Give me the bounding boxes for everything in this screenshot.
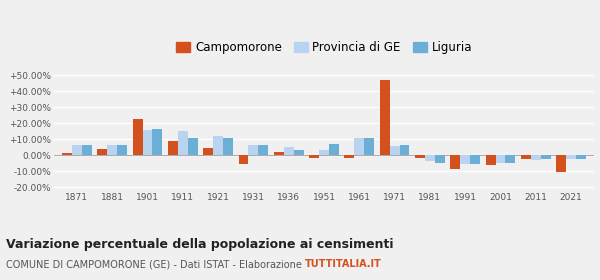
Bar xyxy=(496,155,505,163)
Bar xyxy=(168,141,178,155)
Bar xyxy=(364,137,374,155)
Bar xyxy=(239,155,248,164)
Bar xyxy=(556,155,566,172)
Bar xyxy=(451,155,460,169)
Bar xyxy=(460,155,470,164)
Bar xyxy=(213,136,223,155)
Bar xyxy=(380,80,389,155)
Bar xyxy=(470,155,480,164)
Bar xyxy=(485,155,496,165)
Bar xyxy=(415,155,425,158)
Bar xyxy=(505,155,515,163)
Bar xyxy=(319,150,329,155)
Bar xyxy=(576,155,586,159)
Text: COMUNE DI CAMPOMORONE (GE) - Dati ISTAT - Elaborazione: COMUNE DI CAMPOMORONE (GE) - Dati ISTAT … xyxy=(6,259,305,269)
Bar xyxy=(541,155,551,159)
Bar xyxy=(133,119,143,155)
Bar xyxy=(143,130,152,155)
Bar xyxy=(566,155,576,159)
Bar xyxy=(107,145,117,155)
Bar xyxy=(72,145,82,155)
Bar xyxy=(400,145,409,155)
Bar xyxy=(178,131,188,155)
Bar xyxy=(435,155,445,163)
Bar xyxy=(344,155,355,158)
Bar xyxy=(329,144,339,155)
Text: TUTTITALIA.IT: TUTTITALIA.IT xyxy=(305,259,382,269)
Bar xyxy=(62,153,72,155)
Bar xyxy=(152,129,163,155)
Bar xyxy=(274,152,284,155)
Bar xyxy=(248,145,259,155)
Bar xyxy=(389,146,400,155)
Legend: Campomorone, Provincia di GE, Liguria: Campomorone, Provincia di GE, Liguria xyxy=(171,36,477,59)
Bar xyxy=(425,155,435,161)
Bar xyxy=(82,145,92,155)
Bar xyxy=(521,155,531,159)
Bar xyxy=(97,149,107,155)
Bar xyxy=(188,137,197,155)
Bar xyxy=(223,137,233,155)
Bar xyxy=(117,145,127,155)
Text: Variazione percentuale della popolazione ai censimenti: Variazione percentuale della popolazione… xyxy=(6,238,394,251)
Bar xyxy=(309,155,319,158)
Bar xyxy=(293,150,304,155)
Bar xyxy=(203,148,213,155)
Bar xyxy=(259,145,268,155)
Bar xyxy=(355,137,364,155)
Bar xyxy=(284,147,293,155)
Bar xyxy=(531,155,541,160)
